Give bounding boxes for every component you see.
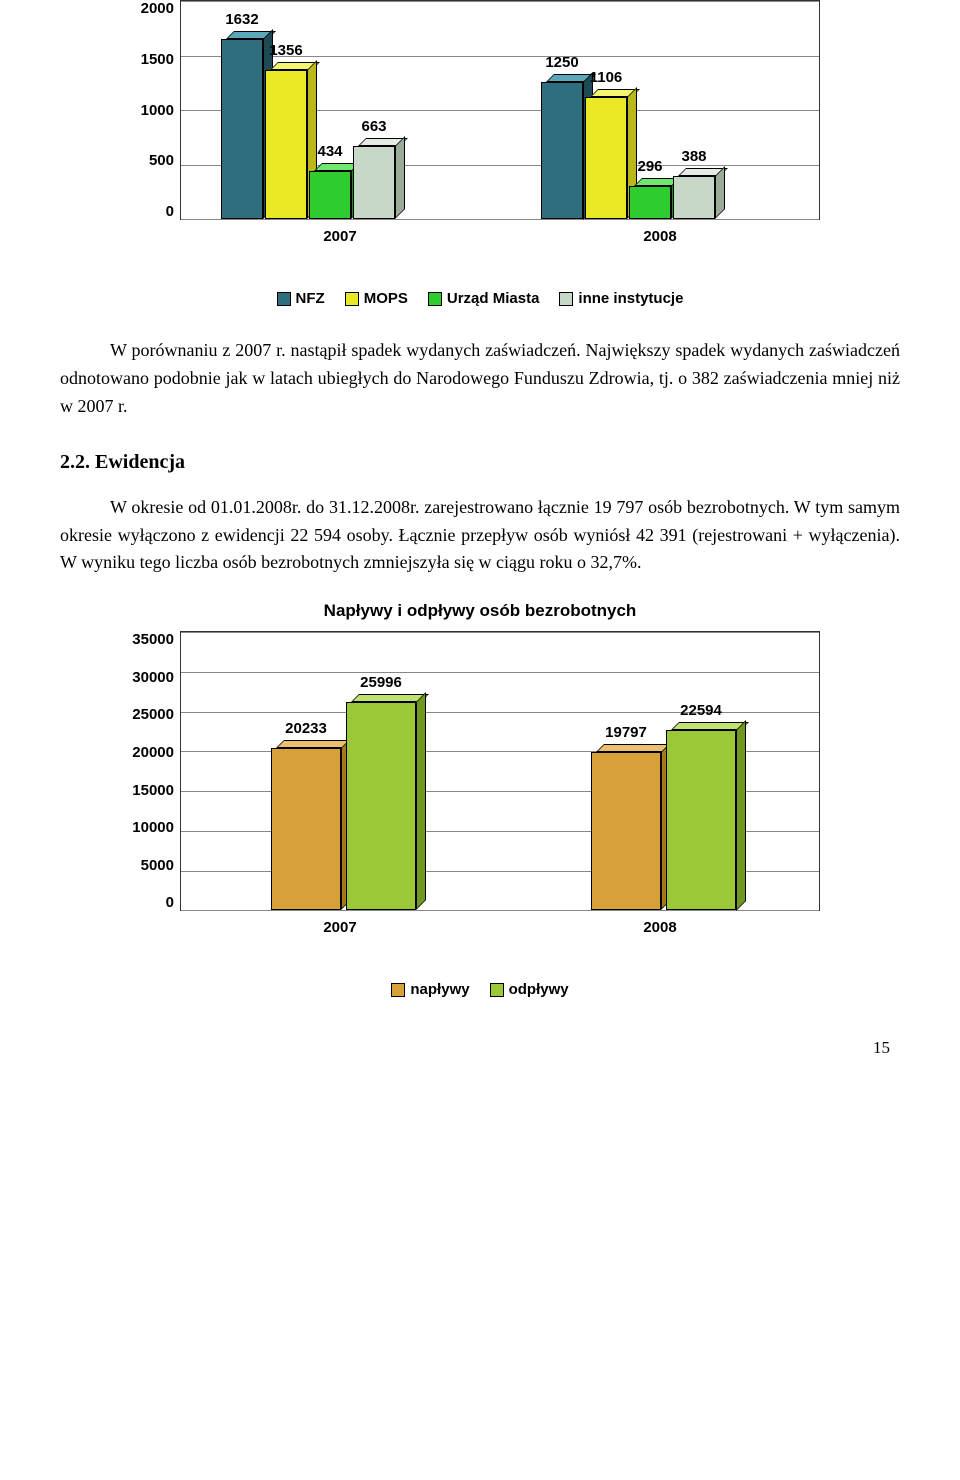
bar: 1106 (585, 97, 627, 219)
legend-item: Urząd Miasta (428, 290, 540, 307)
page-number: 15 (60, 1038, 900, 1058)
chart2-y-axis: 35000 30000 25000 20000 15000 10000 5000 0 (120, 631, 180, 911)
bar: 20233 (271, 748, 341, 910)
bar-label: 1250 (545, 54, 578, 71)
legend-label: MOPS (364, 290, 408, 307)
chart1-x-axis: 20072008 (180, 220, 820, 260)
chart1-plot: 1632135643466312501106296388 (180, 0, 820, 220)
x-tick: 2008 (500, 911, 820, 951)
y-tick: 10000 (132, 819, 174, 836)
bar-label: 1356 (269, 42, 302, 59)
grid-line (181, 712, 819, 713)
bar: 388 (673, 176, 715, 219)
bar: 19797 (591, 752, 661, 910)
chart2-x-axis: 20072008 (180, 911, 820, 951)
bar-label: 434 (317, 143, 342, 160)
legend-label: napływy (410, 981, 469, 998)
x-tick: 2007 (180, 911, 500, 951)
chart1-legend: NFZ MOPS Urząd Miasta inne instytucje (60, 290, 900, 307)
y-tick: 35000 (132, 631, 174, 648)
legend-label: odpływy (509, 981, 569, 998)
bar-label: 388 (681, 148, 706, 165)
bar: 663 (353, 146, 395, 219)
legend-swatch (559, 292, 573, 306)
grid-line (181, 1, 819, 2)
chart1-y-axis: 2000 1500 1000 500 0 (120, 0, 180, 220)
bar-label: 1632 (225, 11, 258, 28)
paragraph-2: W okresie od 01.01.2008r. do 31.12.2008r… (60, 494, 900, 578)
bar: 1632 (221, 39, 263, 219)
bar-label: 663 (361, 118, 386, 135)
x-tick: 2007 (180, 220, 500, 260)
legend-item: odpływy (490, 981, 569, 998)
bar-label: 296 (637, 158, 662, 175)
legend-swatch (277, 292, 291, 306)
bar: 434 (309, 171, 351, 219)
bar: 1250 (541, 82, 583, 220)
legend-swatch (490, 983, 504, 997)
bar: 1356 (265, 70, 307, 219)
y-tick: 1000 (141, 102, 174, 119)
paragraph-1: W porównaniu z 2007 r. nastąpił spadek w… (60, 337, 900, 421)
chart2-plot: 20233259961979722594 (180, 631, 820, 911)
bar-label: 19797 (605, 724, 647, 741)
paragraph-1-text: W porównaniu z 2007 r. nastąpił spadek w… (60, 337, 900, 421)
legend-item: MOPS (345, 290, 408, 307)
bar: 22594 (666, 730, 736, 911)
y-tick: 20000 (132, 744, 174, 761)
y-tick: 15000 (132, 782, 174, 799)
y-tick: 2000 (141, 0, 174, 17)
y-tick: 0 (166, 203, 174, 220)
bar-label: 1106 (590, 69, 623, 86)
legend-label: Urząd Miasta (447, 290, 540, 307)
bar-label: 20233 (285, 720, 327, 737)
legend-item: napływy (391, 981, 469, 998)
y-tick: 30000 (132, 669, 174, 686)
legend-swatch (391, 983, 405, 997)
bar-label: 22594 (680, 702, 722, 719)
y-tick: 25000 (132, 706, 174, 723)
y-tick: 0 (166, 894, 174, 911)
certificates-chart: 2000150010005000 16321356434663125011062… (120, 0, 820, 260)
legend-swatch (345, 292, 359, 306)
section-heading: 2.2. Ewidencja (60, 451, 900, 474)
y-tick: 1500 (141, 51, 174, 68)
legend-item: inne instytucje (559, 290, 683, 307)
x-tick: 2008 (500, 220, 820, 260)
bar-label: 25996 (360, 674, 402, 691)
legend-item: NFZ (277, 290, 325, 307)
legend-label: inne instytucje (578, 290, 683, 307)
chart2-title: Napływy i odpływy osób bezrobotnych (60, 601, 900, 621)
bar: 25996 (346, 702, 416, 910)
legend-label: NFZ (296, 290, 325, 307)
legend-swatch (428, 292, 442, 306)
grid-line (181, 632, 819, 633)
bar: 296 (629, 186, 671, 219)
unemployment-flows-chart: 35000 30000 25000 20000 15000 10000 5000 0 2023… (120, 631, 820, 951)
y-tick: 500 (149, 152, 174, 169)
grid-line (181, 672, 819, 673)
y-tick: 5000 (141, 857, 174, 874)
chart2-legend: napływy odpływy (60, 981, 900, 998)
